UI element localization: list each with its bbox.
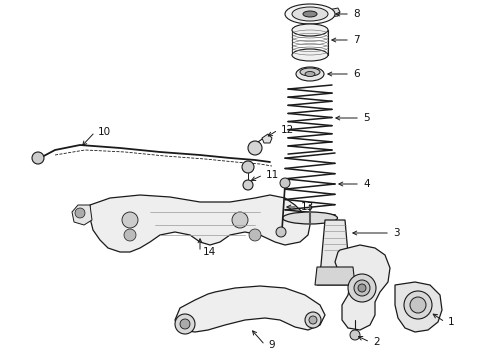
- Ellipse shape: [296, 67, 324, 81]
- Text: 3: 3: [393, 228, 400, 238]
- Ellipse shape: [285, 4, 335, 24]
- Polygon shape: [90, 195, 310, 252]
- Polygon shape: [72, 205, 92, 225]
- Circle shape: [175, 314, 195, 334]
- Circle shape: [354, 280, 370, 296]
- Circle shape: [358, 284, 366, 292]
- Circle shape: [348, 274, 376, 302]
- Polygon shape: [395, 282, 442, 332]
- Circle shape: [180, 319, 190, 329]
- Circle shape: [276, 227, 286, 237]
- Circle shape: [309, 316, 317, 324]
- Polygon shape: [328, 8, 340, 17]
- Circle shape: [242, 161, 254, 173]
- Text: 1: 1: [448, 317, 455, 327]
- Circle shape: [122, 212, 138, 228]
- Ellipse shape: [300, 68, 320, 76]
- Text: 5: 5: [363, 113, 369, 123]
- Circle shape: [124, 229, 136, 241]
- Text: 8: 8: [353, 9, 360, 19]
- Circle shape: [249, 229, 261, 241]
- Text: 13: 13: [301, 202, 314, 212]
- Text: 7: 7: [353, 35, 360, 45]
- Circle shape: [248, 141, 262, 155]
- Polygon shape: [315, 267, 355, 285]
- Polygon shape: [335, 245, 390, 330]
- Text: 6: 6: [353, 69, 360, 79]
- Text: 14: 14: [203, 247, 216, 257]
- Ellipse shape: [283, 212, 338, 224]
- Text: 11: 11: [266, 170, 279, 180]
- Circle shape: [32, 152, 44, 164]
- Circle shape: [305, 312, 321, 328]
- Ellipse shape: [303, 11, 317, 17]
- Ellipse shape: [292, 24, 328, 36]
- Circle shape: [404, 291, 432, 319]
- Polygon shape: [317, 220, 353, 285]
- Ellipse shape: [292, 7, 328, 21]
- Circle shape: [410, 297, 426, 313]
- Ellipse shape: [305, 72, 315, 77]
- Circle shape: [350, 330, 360, 340]
- Circle shape: [280, 178, 290, 188]
- Circle shape: [243, 180, 253, 190]
- Polygon shape: [262, 134, 272, 143]
- Polygon shape: [175, 286, 325, 332]
- Ellipse shape: [292, 49, 328, 61]
- Text: 12: 12: [281, 125, 294, 135]
- Circle shape: [75, 208, 85, 218]
- Circle shape: [232, 212, 248, 228]
- Text: 10: 10: [98, 127, 111, 137]
- Text: 4: 4: [363, 179, 369, 189]
- Text: 2: 2: [373, 337, 380, 347]
- Text: 9: 9: [268, 340, 274, 350]
